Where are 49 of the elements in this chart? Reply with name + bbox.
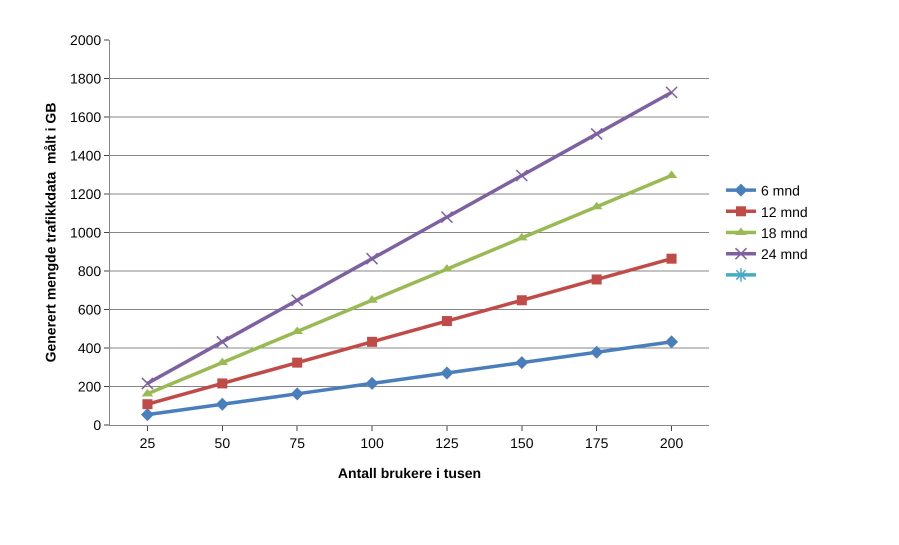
legend-label: 12 mnd [760,204,808,220]
point [290,387,304,400]
point [290,294,304,307]
point [515,356,528,370]
point [366,376,379,390]
point [217,378,228,388]
point [516,169,528,182]
x-tick-label: 175 [585,434,609,451]
point [592,274,602,284]
y-tick-label: 200 [78,378,102,394]
point [590,346,604,359]
point [140,408,154,422]
point [442,316,452,326]
x-tick-label: 50 [214,434,230,451]
point [366,252,378,265]
y-tick-label: 1600 [70,108,102,125]
point [216,336,229,348]
point [665,86,678,99]
point [516,295,527,306]
y-tick-label: 0 [93,416,102,433]
y-tick-label: 600 [78,301,102,318]
y-tick-label: 2000 [70,32,102,48]
legend-label: 6 mnd [760,182,800,199]
x-tick-label: 75 [289,434,306,451]
point [440,210,454,224]
point [590,128,603,140]
y-tick-label: 1000 [70,224,102,240]
point [440,366,454,380]
y-tick-label: 1400 [70,147,102,164]
legend-label: 18 mnd [760,224,808,241]
y-tick-label: 400 [78,340,102,356]
x-axis-title: Antall brukere i tusen [338,465,482,482]
point [367,336,378,347]
y-axis-title: Generert mengde trafikkdata målt i GB [42,102,59,362]
x-tick-label: 25 [140,434,156,451]
point [216,398,229,411]
point [666,254,677,264]
x-tick-label: 150 [510,434,534,451]
point [292,358,302,368]
x-tick-label: 100 [360,434,384,451]
point [665,335,678,348]
legend-label: 24 mnd [760,246,808,262]
y-tick-label: 800 [78,262,102,279]
y-tick-label: 1200 [70,186,102,202]
x-tick-label: 200 [660,434,684,451]
point [141,377,154,390]
x-tick-label: 125 [435,434,459,451]
y-tick-label: 1800 [70,70,102,86]
point [142,399,152,410]
